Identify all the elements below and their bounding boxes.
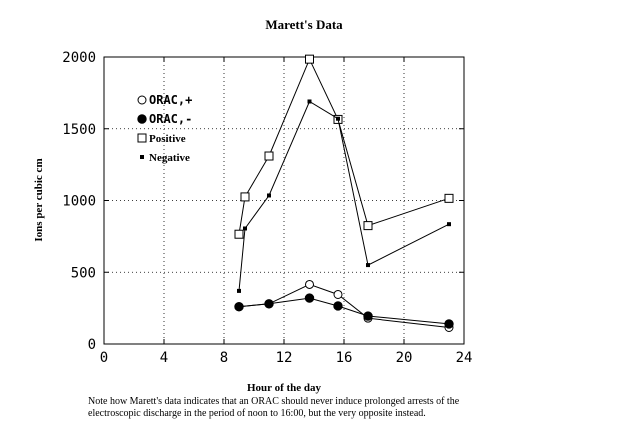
y-axis-label: Ions per cubic cm xyxy=(33,158,45,241)
data-point xyxy=(243,226,247,231)
series-group xyxy=(237,99,451,293)
data-point xyxy=(307,99,312,104)
legend-marker xyxy=(137,95,147,105)
data-point xyxy=(237,288,241,293)
legend-label: Positive xyxy=(149,133,186,145)
y-tick-label: 0 xyxy=(88,337,96,353)
data-point xyxy=(305,54,314,64)
series-line xyxy=(238,297,450,325)
legend-label: Negative xyxy=(149,152,190,164)
legend-marker xyxy=(137,133,147,143)
data-point xyxy=(363,311,373,321)
data-point xyxy=(240,192,250,202)
data-point xyxy=(333,301,343,311)
data-point xyxy=(305,279,314,289)
data-point xyxy=(444,193,454,203)
x-axis-label: Hour of the day xyxy=(247,382,322,394)
data-point xyxy=(234,229,244,239)
chart-title: Marett's Data xyxy=(265,17,343,32)
legend-marker xyxy=(137,114,147,124)
y-tick-label: 500 xyxy=(71,265,96,281)
series-group xyxy=(234,54,454,239)
x-tick-label: 8 xyxy=(220,350,228,366)
grid xyxy=(104,57,464,344)
data-point xyxy=(447,222,451,227)
y-tick-label: 1500 xyxy=(62,122,96,138)
x-tick-label: 16 xyxy=(336,350,353,366)
data-point xyxy=(336,116,340,121)
x-tick-label: 20 xyxy=(396,350,413,366)
data-point xyxy=(264,299,274,309)
data-point xyxy=(366,263,370,268)
axis-ticks: 0 4 8 12 16 20 24 0 500 1000 1500 2000 xyxy=(62,50,472,366)
legend-label: ORAC,+ xyxy=(149,93,192,107)
x-tick-label: 4 xyxy=(160,350,168,366)
chart-note: Note how Marett's data indicates that an… xyxy=(88,396,460,419)
x-tick-label: 24 xyxy=(456,350,473,366)
legend-marker xyxy=(140,155,144,159)
x-tick-label: 0 xyxy=(100,350,108,366)
series-group xyxy=(234,293,454,329)
y-tick-label: 2000 xyxy=(62,50,96,66)
data-point xyxy=(333,289,343,299)
x-tick-label: 12 xyxy=(276,350,293,366)
legend-label: ORAC,- xyxy=(149,112,192,126)
data-point xyxy=(304,293,315,303)
data-point xyxy=(444,319,454,329)
data-point xyxy=(267,193,271,198)
data-point xyxy=(264,151,274,161)
data-point xyxy=(234,301,244,312)
y-tick-label: 1000 xyxy=(62,194,96,210)
legend: ORAC,+ ORAC,- Positive Negative xyxy=(137,93,192,164)
data-point xyxy=(363,221,373,231)
series xyxy=(234,54,454,332)
